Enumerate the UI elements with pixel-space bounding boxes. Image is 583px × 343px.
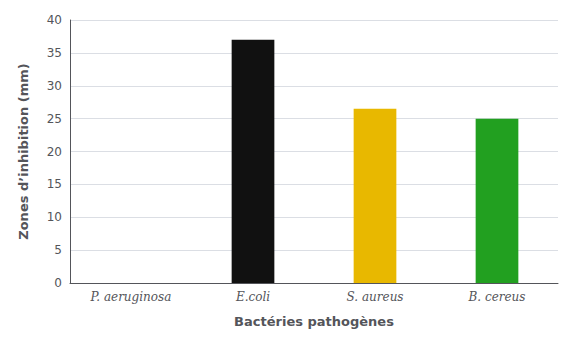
svg-text:25: 25 <box>47 112 62 126</box>
svg-text:15: 15 <box>47 177 62 191</box>
svg-text:0: 0 <box>54 276 62 290</box>
svg-text:Bactéries pathogènes: Bactéries pathogènes <box>234 314 394 329</box>
svg-text:Zones d’inhibition (mm): Zones d’inhibition (mm) <box>16 63 31 239</box>
svg-text:40: 40 <box>47 13 62 27</box>
svg-text:35: 35 <box>47 46 62 60</box>
svg-text:B. cereus: B. cereus <box>468 290 526 304</box>
svg-text:10: 10 <box>47 210 62 224</box>
svg-text:P. aeruginosa: P. aeruginosa <box>90 290 172 304</box>
svg-text:20: 20 <box>47 145 62 159</box>
svg-text:S. aureus: S. aureus <box>346 290 403 304</box>
svg-text:5: 5 <box>54 243 62 257</box>
svg-text:E.coli: E.coli <box>235 290 270 304</box>
svg-text:30: 30 <box>47 79 62 93</box>
